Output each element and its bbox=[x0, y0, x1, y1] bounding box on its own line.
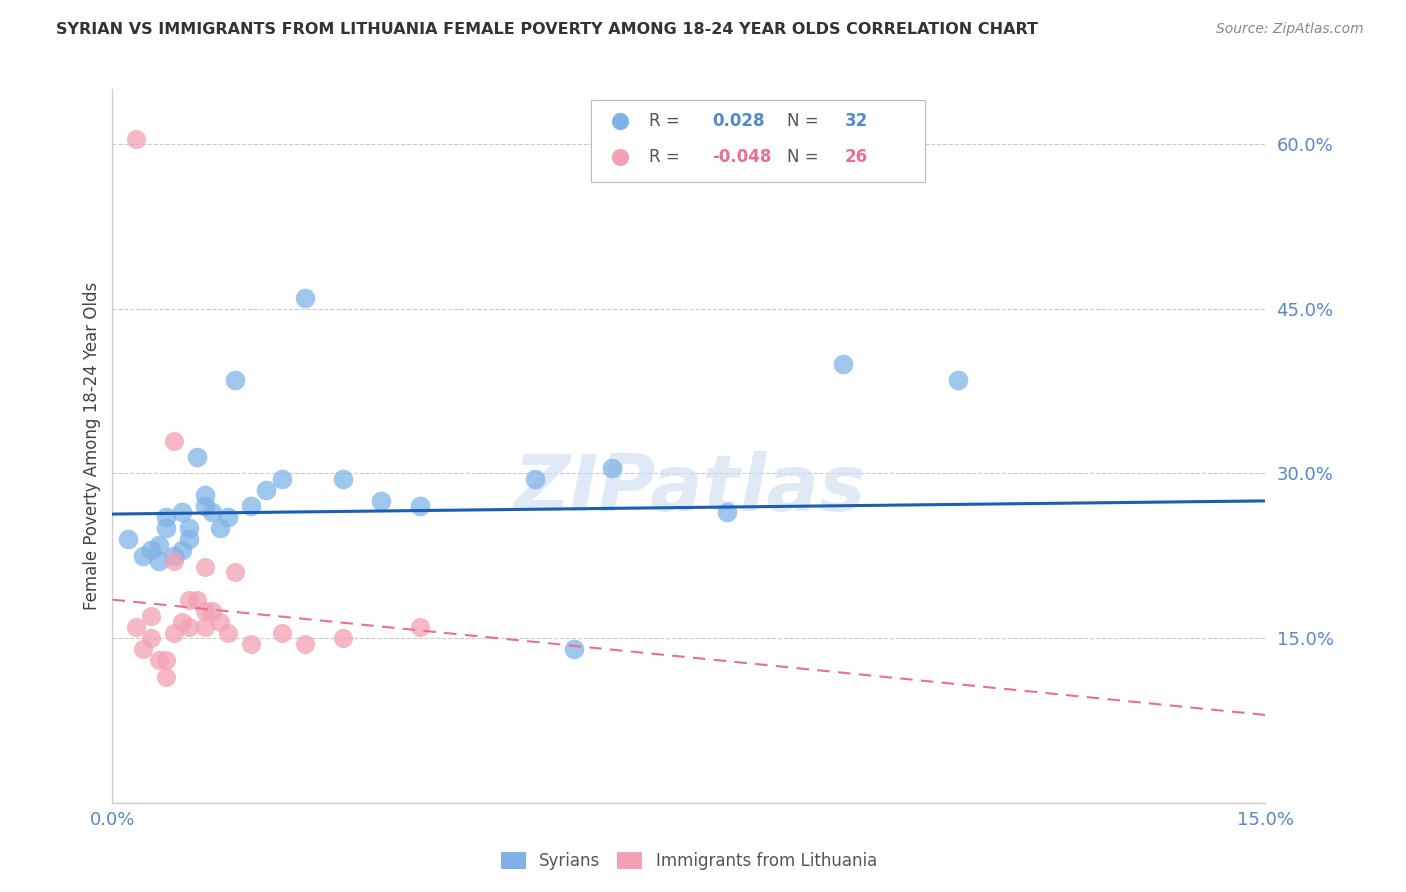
Point bbox=[155, 510, 177, 524]
Point bbox=[132, 642, 155, 657]
Text: 32: 32 bbox=[845, 112, 868, 130]
Point bbox=[163, 554, 186, 568]
Point bbox=[294, 291, 316, 305]
Point bbox=[186, 592, 208, 607]
Point bbox=[179, 592, 201, 607]
Point bbox=[716, 505, 738, 519]
Point bbox=[524, 472, 547, 486]
Y-axis label: Female Poverty Among 18-24 Year Olds: Female Poverty Among 18-24 Year Olds bbox=[83, 282, 101, 610]
Text: ZIPatlas: ZIPatlas bbox=[513, 450, 865, 527]
Point bbox=[155, 653, 177, 667]
Point bbox=[254, 483, 277, 497]
Point bbox=[179, 533, 201, 547]
Text: 0.028: 0.028 bbox=[711, 112, 765, 130]
Text: -0.048: -0.048 bbox=[711, 148, 772, 166]
Point bbox=[194, 500, 217, 514]
Point bbox=[194, 620, 217, 634]
Point bbox=[209, 521, 232, 535]
Point bbox=[155, 521, 177, 535]
Point bbox=[148, 538, 170, 552]
FancyBboxPatch shape bbox=[591, 100, 925, 182]
Point bbox=[132, 549, 155, 563]
Text: SYRIAN VS IMMIGRANTS FROM LITHUANIA FEMALE POVERTY AMONG 18-24 YEAR OLDS CORRELA: SYRIAN VS IMMIGRANTS FROM LITHUANIA FEMA… bbox=[56, 22, 1038, 37]
Point bbox=[148, 554, 170, 568]
Point bbox=[600, 461, 623, 475]
Point bbox=[163, 549, 186, 563]
Text: N =: N = bbox=[787, 112, 824, 130]
Point bbox=[409, 620, 432, 634]
Point bbox=[831, 357, 853, 371]
Point bbox=[186, 450, 208, 464]
Point bbox=[179, 521, 201, 535]
Point bbox=[194, 488, 217, 502]
Point bbox=[155, 669, 177, 683]
Point bbox=[139, 631, 162, 645]
Text: R =: R = bbox=[648, 148, 685, 166]
Point bbox=[179, 620, 201, 634]
Point bbox=[117, 533, 139, 547]
Point bbox=[170, 543, 193, 558]
Point bbox=[124, 620, 146, 634]
Point bbox=[946, 373, 969, 387]
Point bbox=[332, 631, 354, 645]
Point bbox=[370, 494, 392, 508]
Point bbox=[217, 625, 239, 640]
Point bbox=[163, 625, 186, 640]
Point bbox=[201, 604, 224, 618]
Point bbox=[217, 510, 239, 524]
Text: N =: N = bbox=[787, 148, 824, 166]
Legend: Syrians, Immigrants from Lithuania: Syrians, Immigrants from Lithuania bbox=[495, 845, 883, 877]
Point bbox=[294, 637, 316, 651]
Text: R =: R = bbox=[648, 112, 685, 130]
Point bbox=[194, 604, 217, 618]
Point bbox=[270, 472, 292, 486]
Point bbox=[562, 642, 585, 657]
Point bbox=[224, 373, 246, 387]
Point bbox=[163, 434, 186, 448]
Point bbox=[201, 505, 224, 519]
Point bbox=[239, 637, 262, 651]
Text: Source: ZipAtlas.com: Source: ZipAtlas.com bbox=[1216, 22, 1364, 37]
Point bbox=[194, 559, 217, 574]
Point bbox=[270, 625, 292, 640]
Text: 26: 26 bbox=[845, 148, 868, 166]
Point bbox=[148, 653, 170, 667]
Point bbox=[224, 566, 246, 580]
Point bbox=[239, 500, 262, 514]
Point bbox=[139, 543, 162, 558]
Point bbox=[170, 615, 193, 629]
Point bbox=[124, 131, 146, 145]
Point bbox=[332, 472, 354, 486]
Point bbox=[139, 609, 162, 624]
Point bbox=[209, 615, 232, 629]
Point bbox=[409, 500, 432, 514]
Point bbox=[170, 505, 193, 519]
